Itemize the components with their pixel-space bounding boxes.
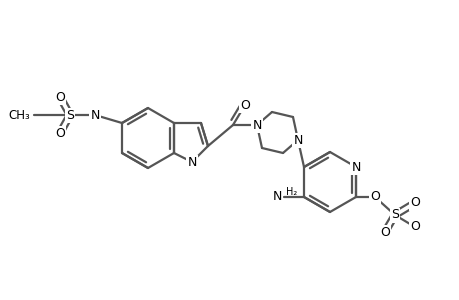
Text: S: S [390,208,398,221]
Text: O: O [55,91,65,103]
Text: O: O [55,127,65,140]
Text: O: O [240,98,249,112]
Text: N: N [187,155,196,169]
Text: N: N [272,190,281,203]
Text: O: O [369,190,379,203]
Text: N: N [293,134,302,146]
Text: O: O [409,220,419,233]
Text: S: S [66,109,74,122]
Text: O: O [379,226,389,238]
Text: H₂: H₂ [285,187,297,197]
Text: N: N [351,160,360,173]
Text: N: N [90,109,100,122]
Text: N: N [252,118,261,131]
Text: O: O [409,196,419,209]
Text: CH₃: CH₃ [8,109,30,122]
